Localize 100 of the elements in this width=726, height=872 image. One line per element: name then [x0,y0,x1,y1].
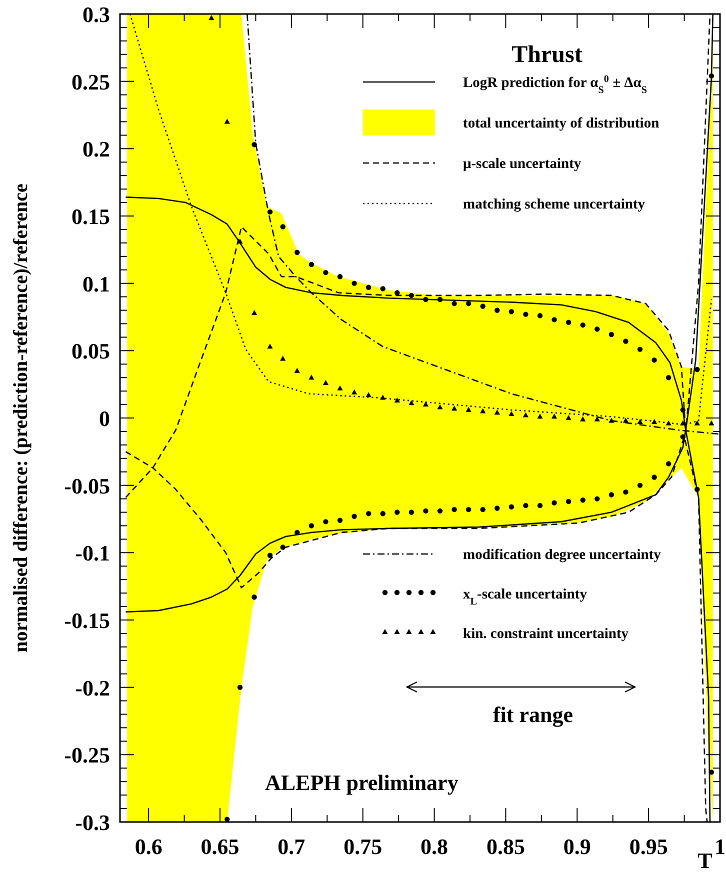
text: Thrust [512,42,582,68]
point [680,434,686,440]
y-tick-label: 0.25 [72,69,110,94]
y-tick-label: 0.05 [72,338,110,364]
point [694,486,700,492]
point [252,142,257,148]
y-tick-label: 0.1 [82,271,110,296]
point [608,332,614,338]
point [508,504,514,510]
y-axis-title: normalised difference: (prediction-reference)/reference [10,184,32,652]
point [267,344,273,349]
point [566,320,572,325]
point [537,502,543,508]
point [451,406,458,411]
point [437,404,443,410]
point [352,280,357,286]
point [623,338,628,344]
point [252,594,257,600]
legend-label: total uncertainty of distribution [463,116,660,132]
point [594,326,600,332]
x-tick-label: 0.9 [563,834,591,859]
point [508,309,514,314]
point [580,416,586,422]
point [322,380,329,385]
point [523,502,528,508]
point [380,394,386,400]
point [608,492,614,498]
point [494,506,500,511]
point [466,406,472,412]
point [267,552,273,558]
point [380,286,386,292]
point [552,500,557,506]
annotation: fit range [492,702,574,727]
x-tick-label: 1 [714,834,726,859]
point [608,418,614,423]
point [480,506,486,512]
point [637,482,643,488]
y-tick-label: -0.3 [75,810,110,835]
point [552,317,557,322]
point [352,514,357,519]
x-tick-label: 0.6 [134,834,162,859]
point [237,684,243,690]
point [508,410,514,416]
point [366,511,372,516]
point [537,313,543,318]
point [308,374,314,380]
point [666,461,672,466]
point [551,414,558,419]
point [566,415,572,420]
y-tick-label: 0.3 [82,2,110,27]
point [337,274,343,280]
x-tick-label: 0.7 [278,834,306,859]
y-tick-label: -0.15 [64,608,110,633]
point [423,508,428,514]
point [294,250,300,255]
point [294,530,300,536]
point [452,300,457,306]
point [494,410,500,415]
point [708,73,714,79]
point [580,498,586,503]
x-tick-label: 0.95 [629,834,668,859]
point [680,407,686,413]
point [466,506,472,512]
legend-label: modification degree uncertainty [463,547,662,563]
y-tick-label: 0 [99,406,110,431]
point [651,419,658,424]
point [394,290,400,296]
point [694,420,700,426]
point [708,770,714,775]
point [394,397,400,402]
point [452,506,457,512]
point [623,489,628,495]
point [224,816,230,822]
point [337,385,343,390]
point [408,292,414,298]
point [337,518,343,523]
point [652,357,657,363]
point [408,400,414,406]
point [694,366,700,372]
y-tick-label: -0.05 [64,473,110,498]
point [366,284,372,290]
point [466,300,472,306]
point [594,416,600,422]
legend-label: μ-scale uncertainty [463,156,582,172]
point [267,209,273,215]
point [224,118,230,124]
point [294,368,300,373]
point [537,414,543,419]
point [480,304,486,309]
point [580,322,586,328]
point [308,523,314,528]
point [637,419,643,424]
y-tick-label: -0.1 [75,540,110,566]
point [708,420,714,426]
point [637,346,643,352]
point [351,389,358,394]
y-tick-label: 0.2 [82,136,110,162]
point [251,310,258,315]
legend-label: matching scheme uncertainty [463,196,646,212]
point [594,496,600,502]
